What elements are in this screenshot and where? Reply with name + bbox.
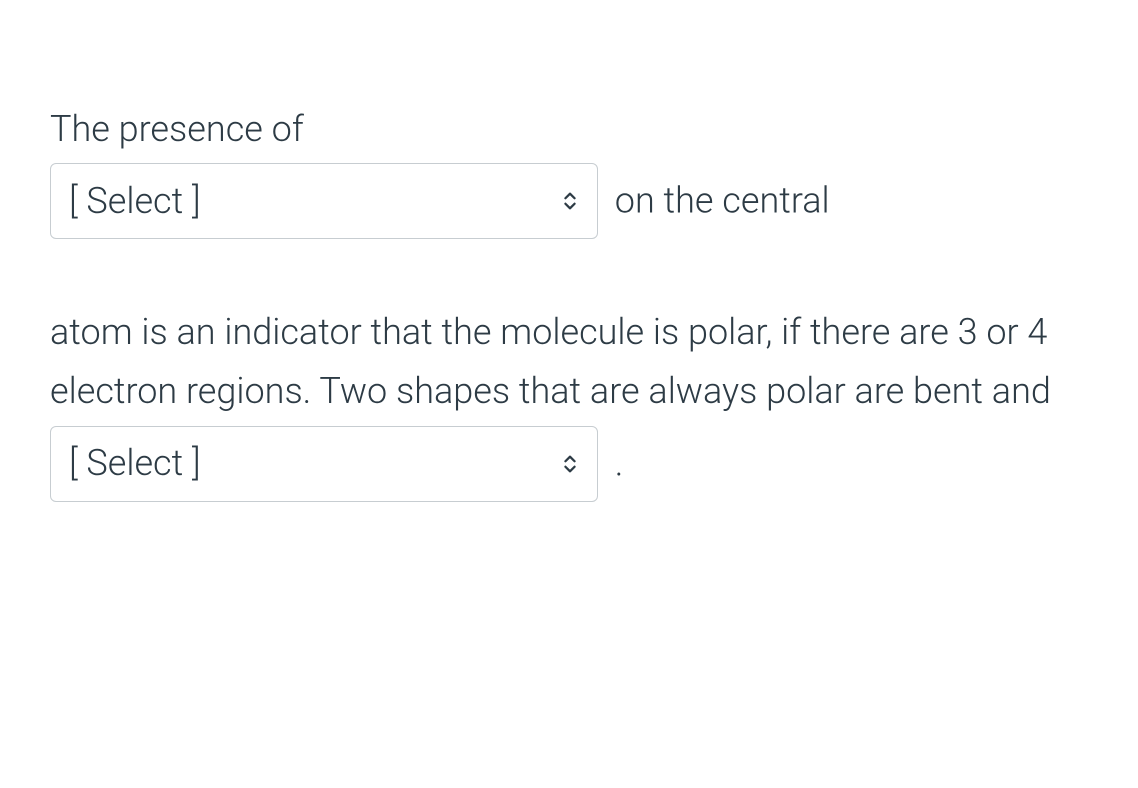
select-dropdown-1[interactable]: [ Select ] xyxy=(50,163,598,239)
question-text-part-1: The presence of xyxy=(50,108,304,150)
select-2-label: [ Select ] xyxy=(69,434,201,493)
question-container: The presence of [ Select ] on the centra… xyxy=(0,0,1138,556)
question-text-part-4: . xyxy=(615,442,624,484)
select-wrapper-2: [ Select ] xyxy=(50,426,598,502)
updown-arrows-icon xyxy=(559,190,581,212)
select-1-label: [ Select ] xyxy=(69,172,201,231)
select-dropdown-2[interactable]: [ Select ] xyxy=(50,426,598,502)
question-text-part-2: on the central xyxy=(615,180,830,222)
select-wrapper-1: [ Select ] xyxy=(50,163,598,239)
updown-arrows-icon xyxy=(559,453,581,475)
question-text-part-3: atom is an indicator that the molecule i… xyxy=(50,311,1051,412)
